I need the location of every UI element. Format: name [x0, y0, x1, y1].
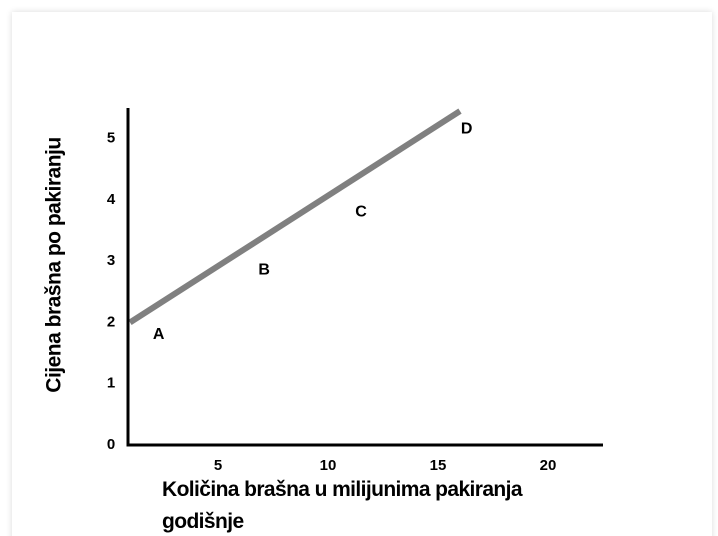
x-tick-label: 20: [540, 457, 557, 474]
x-tick-label: 5: [214, 457, 222, 474]
y-tick-label: 4: [107, 191, 116, 208]
y-tick-label: 0: [107, 436, 115, 453]
x-tick-label: 10: [320, 457, 337, 474]
x-tick-label: 15: [430, 457, 447, 474]
y-tick-label: 3: [107, 252, 115, 269]
y-axis-label: Cijena brašna po pakiranju: [43, 137, 66, 392]
annotation: C: [355, 203, 367, 220]
y-tick-label: 5: [107, 130, 115, 147]
x-axis-label: Količina brašna u milijunima pakiranja g…: [162, 478, 523, 533]
y-tick-label: 1: [107, 375, 115, 392]
annotation: B: [258, 262, 270, 279]
y-tick-label: 2: [107, 313, 115, 330]
line: [128, 108, 462, 325]
annotation: D: [461, 121, 473, 138]
annotation: A: [153, 326, 165, 343]
